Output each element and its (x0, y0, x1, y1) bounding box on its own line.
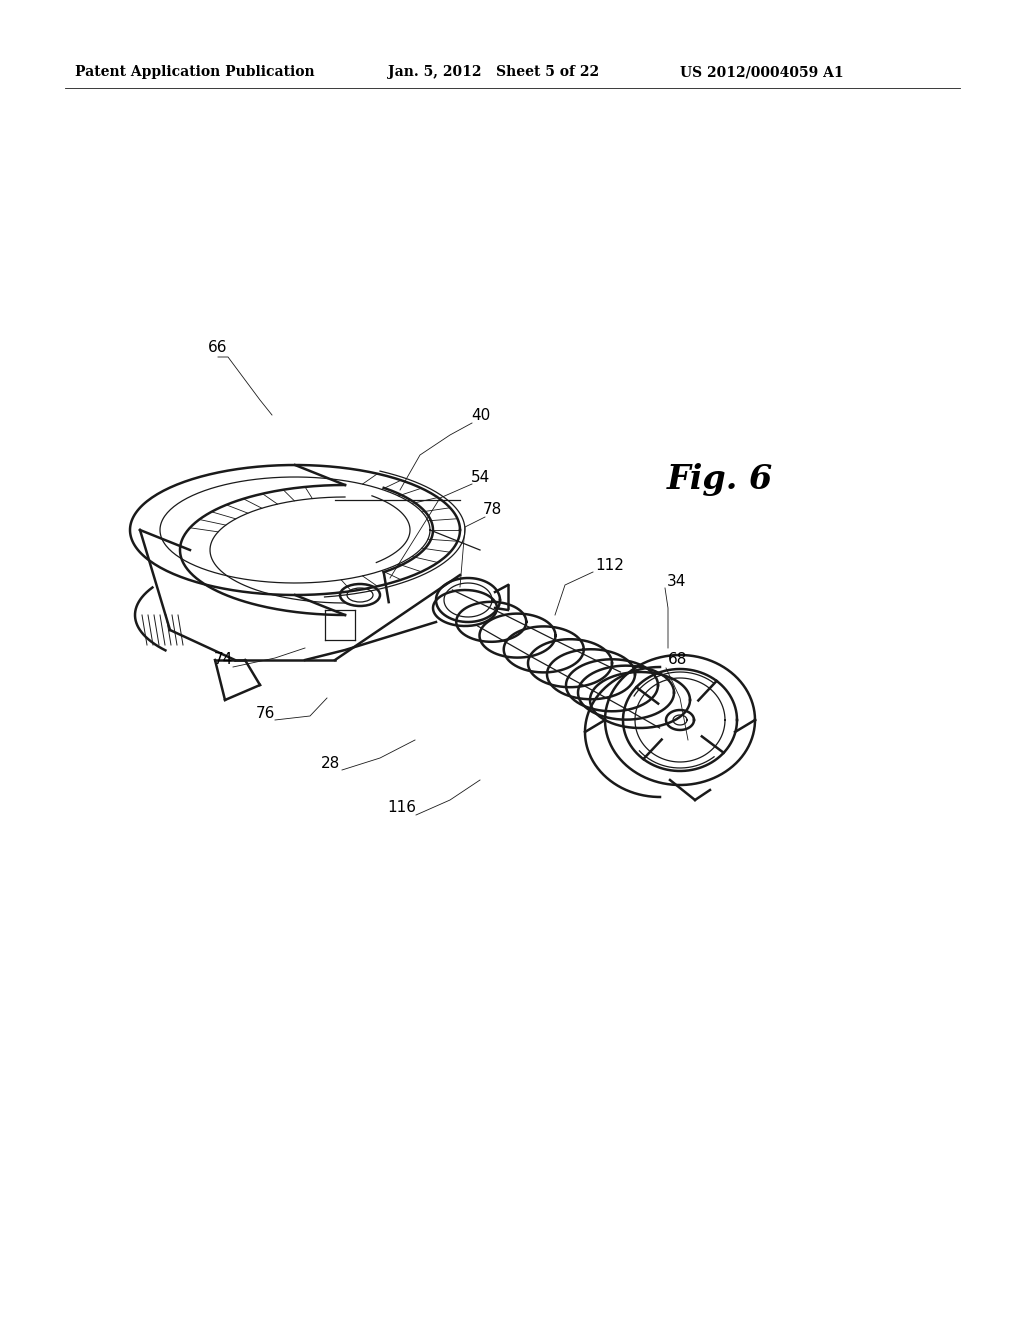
Text: 76: 76 (255, 705, 274, 721)
Text: 68: 68 (668, 652, 687, 668)
Text: 78: 78 (482, 503, 502, 517)
Text: 66: 66 (208, 341, 227, 355)
Text: 54: 54 (471, 470, 490, 484)
Text: Fig. 6: Fig. 6 (667, 463, 773, 496)
Text: 116: 116 (387, 800, 417, 816)
Text: US 2012/0004059 A1: US 2012/0004059 A1 (680, 65, 844, 79)
Text: Jan. 5, 2012   Sheet 5 of 22: Jan. 5, 2012 Sheet 5 of 22 (388, 65, 599, 79)
Text: 28: 28 (321, 755, 340, 771)
Text: 40: 40 (471, 408, 490, 422)
Text: Patent Application Publication: Patent Application Publication (75, 65, 314, 79)
Text: 74: 74 (213, 652, 232, 668)
Text: 34: 34 (667, 573, 686, 589)
Text: 112: 112 (595, 557, 624, 573)
